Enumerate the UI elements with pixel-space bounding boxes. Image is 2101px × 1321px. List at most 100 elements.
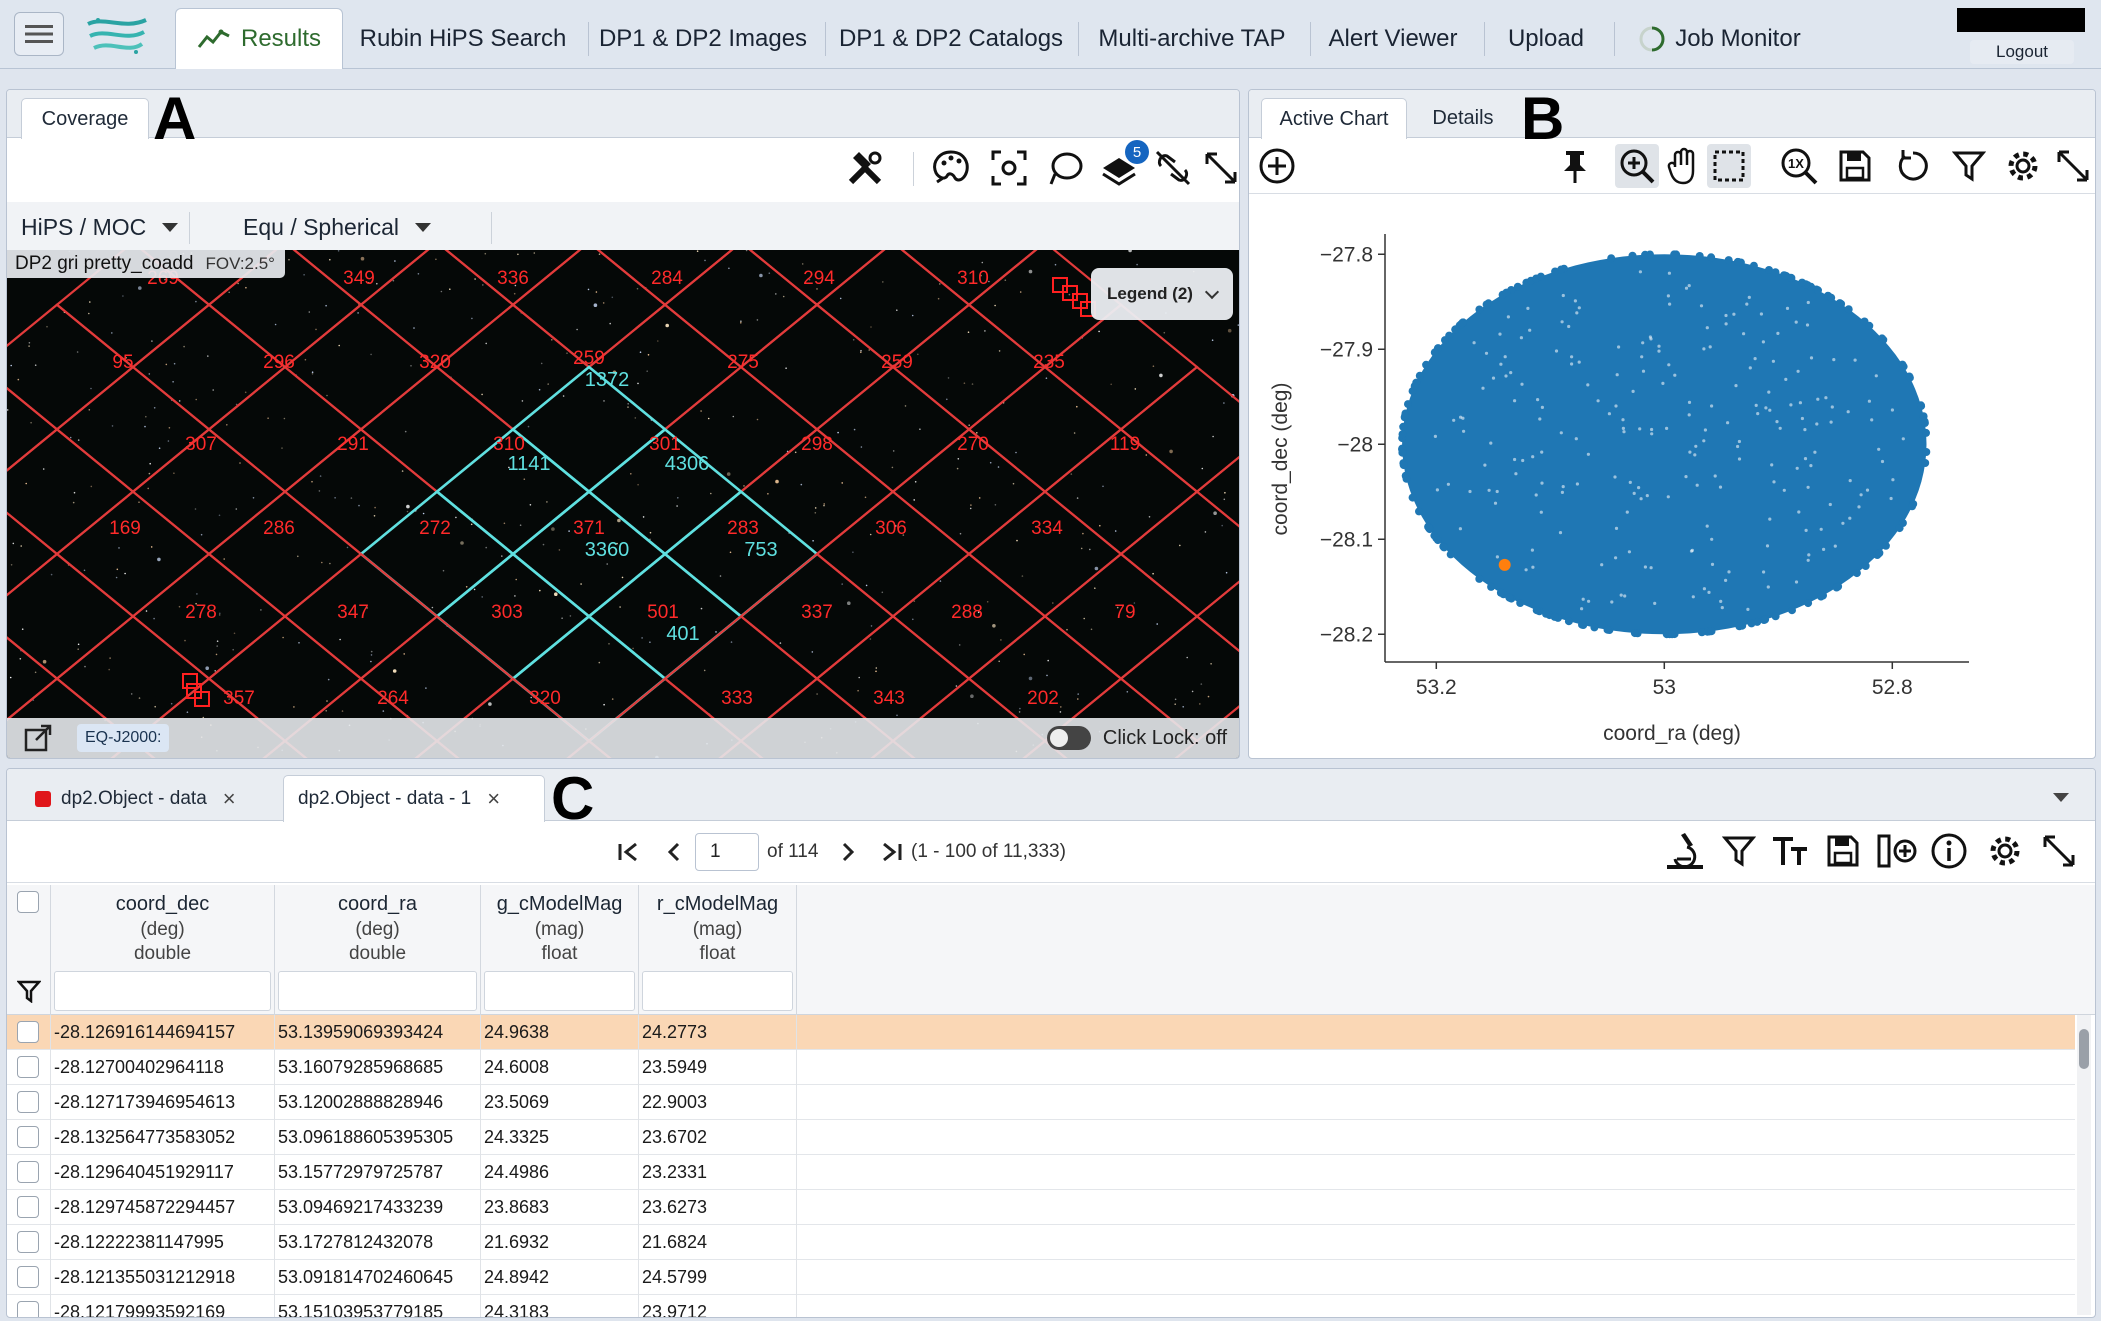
close-icon[interactable]: ×	[222, 785, 236, 811]
scatter-point[interactable]	[1536, 272, 1545, 281]
table-row[interactable]: -28.129640451929117 53.15772979725787 24.4…	[7, 1155, 2075, 1190]
scatter-point[interactable]	[1475, 305, 1484, 314]
highlighted-point[interactable]	[1498, 558, 1511, 571]
scatter-point[interactable]	[1765, 266, 1773, 274]
scatter-point[interactable]	[1542, 609, 1550, 618]
scatter-point[interactable]	[1881, 541, 1890, 550]
scatter-point[interactable]	[1487, 582, 1496, 591]
scatter-point[interactable]	[1747, 619, 1756, 628]
zoom-reset-button[interactable]: 1X	[1777, 144, 1821, 188]
scatter-point[interactable]	[1440, 543, 1449, 552]
scatter-point[interactable]	[1401, 411, 1410, 420]
tab-job-monitor[interactable]: Job Monitor	[1630, 8, 1810, 69]
tab-alert-viewer[interactable]: Alert Viewer	[1318, 8, 1468, 69]
scatter-point[interactable]	[1557, 265, 1566, 274]
table-info-button[interactable]	[1927, 829, 1971, 873]
scatter-point[interactable]	[1916, 401, 1925, 410]
hips-moc-dropdown[interactable]: HiPS / MOC	[21, 202, 179, 252]
column-filter-input[interactable]	[54, 971, 271, 1011]
scatter-point[interactable]	[1433, 536, 1442, 545]
table-row[interactable]: -28.129745872294457 53.09469217433239 23.8…	[7, 1190, 2075, 1225]
expand-button[interactable]	[1199, 146, 1239, 190]
scatter-point[interactable]	[1475, 574, 1484, 583]
tab-table-2[interactable]: dp2.Object - data - 1 ×	[283, 775, 545, 822]
scrollbar-thumb[interactable]	[2079, 1029, 2089, 1069]
select-all-checkbox[interactable]	[17, 891, 39, 913]
scatter-point[interactable]	[1905, 373, 1914, 382]
logout-button[interactable]: Logout	[1970, 40, 2074, 64]
restore-button[interactable]	[1891, 144, 1935, 188]
coordsys-dropdown[interactable]: Equ / Spherical	[243, 202, 431, 252]
table-row[interactable]: -28.12179993592169 53.15103953779185 24.31…	[7, 1295, 2075, 1317]
scatter-point[interactable]	[1788, 606, 1796, 615]
open-external-icon[interactable]	[23, 723, 53, 753]
scatter-point[interactable]	[1771, 612, 1780, 621]
scatter-point[interactable]	[1734, 258, 1743, 266]
scatter-point[interactable]	[1415, 507, 1423, 516]
scatter-point[interactable]	[1551, 267, 1560, 276]
add-chart-button[interactable]	[1255, 144, 1299, 188]
row-checkbox[interactable]	[17, 1161, 39, 1183]
column-header-coord-dec[interactable]: coord_dec (deg) double	[51, 885, 275, 1015]
column-header-g-cmodelmag[interactable]: g_cModelMag (mag) float	[481, 885, 639, 1015]
scatter-point[interactable]	[1502, 288, 1511, 297]
column-filter-input[interactable]	[642, 971, 793, 1011]
scatter-point[interactable]	[1922, 428, 1930, 437]
tab-dp-catalogs[interactable]: DP1 & DP2 Catalogs	[838, 8, 1064, 69]
scatter-point[interactable]	[1398, 430, 1407, 439]
scatter-point[interactable]	[1724, 256, 1733, 265]
scatter-point[interactable]	[1496, 588, 1505, 597]
row-checkbox[interactable]	[17, 1266, 39, 1288]
scatter-point[interactable]	[1590, 623, 1599, 632]
chevron-down-icon[interactable]	[2051, 791, 2071, 805]
column-filter-input[interactable]	[484, 971, 635, 1011]
scatter-point[interactable]	[1898, 519, 1907, 527]
scatter-point[interactable]	[1804, 599, 1813, 608]
select-area-button[interactable]	[987, 146, 1031, 190]
chart-filter-button[interactable]	[1947, 144, 1991, 188]
scatter-point[interactable]	[1844, 305, 1853, 314]
scatter-point[interactable]	[1630, 629, 1639, 638]
scatter-point[interactable]	[1415, 371, 1424, 380]
scatter-point[interactable]	[1707, 627, 1716, 636]
chart-settings-button[interactable]	[2001, 144, 2045, 188]
scatter-point[interactable]	[1441, 336, 1449, 345]
tab-multi-archive-tap[interactable]: Multi-archive TAP	[1090, 8, 1294, 69]
scatter-point[interactable]	[1861, 562, 1870, 570]
first-page-button[interactable]	[613, 837, 643, 867]
add-column-button[interactable]	[1875, 829, 1919, 873]
scatter-point[interactable]	[1516, 599, 1525, 607]
page-number-input[interactable]: 1	[695, 833, 759, 871]
row-checkbox[interactable]	[17, 1231, 39, 1253]
zoom-mode-button[interactable]	[1615, 144, 1659, 188]
analyze-button[interactable]	[1663, 829, 1707, 873]
hips-sky-view[interactable]: 269 349 336 284 294 310 95 296 320 259 275 259 235 30…	[7, 250, 1239, 758]
scatter-point[interactable]	[1513, 282, 1522, 291]
scatter-point[interactable]	[1532, 606, 1541, 615]
scatter-point[interactable]	[1430, 348, 1439, 357]
scatter-point[interactable]	[1781, 271, 1790, 280]
table-scrollbar[interactable]	[2077, 1015, 2091, 1315]
last-page-button[interactable]	[877, 837, 907, 867]
close-icon[interactable]: ×	[487, 786, 501, 811]
filter-icon[interactable]	[17, 979, 41, 1003]
scatter-point[interactable]	[1410, 382, 1419, 391]
tab-upload[interactable]: Upload	[1494, 8, 1598, 69]
unlink-button[interactable]	[1151, 146, 1195, 190]
color-palette-button[interactable]	[929, 146, 973, 190]
table-row[interactable]: -28.127173946954613 53.12002888828946 23.5…	[7, 1085, 2075, 1120]
scatter-chart[interactable]: 53.2 53 52.8 −27.8 −27.9 −28 −28.1 −28.2 coord_r…	[1249, 196, 2095, 756]
scatter-point[interactable]	[1697, 628, 1706, 637]
scatter-point[interactable]	[1505, 593, 1514, 602]
scatter-point[interactable]	[1399, 461, 1408, 470]
scatter-point[interactable]	[1878, 334, 1886, 343]
scatter-point[interactable]	[1628, 251, 1637, 260]
scatter-point[interactable]	[1446, 550, 1455, 559]
scatter-point[interactable]	[1908, 502, 1917, 511]
expand-table-button[interactable]	[2037, 829, 2081, 873]
row-checkbox[interactable]	[17, 1196, 39, 1218]
scatter-point[interactable]	[1578, 620, 1586, 629]
row-checkbox[interactable]	[17, 1091, 39, 1113]
scatter-point[interactable]	[1668, 630, 1677, 639]
scatter-point[interactable]	[1424, 523, 1433, 532]
